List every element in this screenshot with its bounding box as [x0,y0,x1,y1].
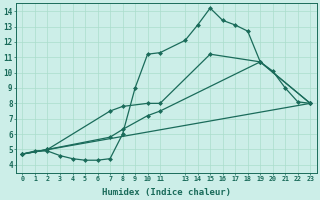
X-axis label: Humidex (Indice chaleur): Humidex (Indice chaleur) [102,188,231,197]
